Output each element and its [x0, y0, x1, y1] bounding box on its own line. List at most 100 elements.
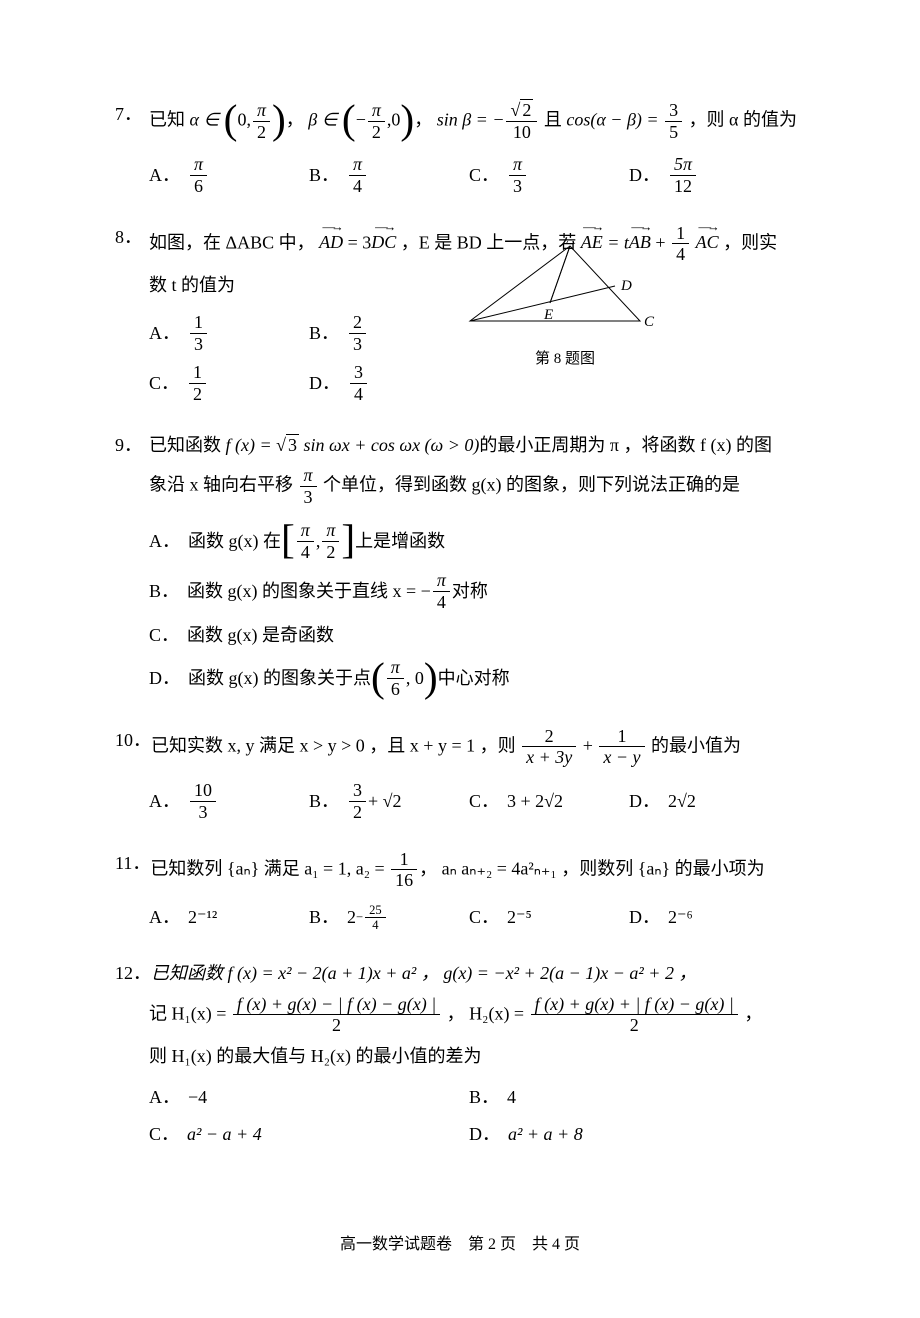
q11-a: 2⁻¹²	[188, 903, 217, 932]
q8-c-d: 2	[189, 384, 206, 405]
q9-bn: π	[433, 570, 450, 592]
svg-text:C: C	[644, 314, 655, 330]
q7-option-c[interactable]: C．π3	[469, 154, 629, 196]
q11-ta: 已知数列 {aₙ} 满足 a₁ = 1, a₂ =	[150, 858, 389, 878]
q11-option-a[interactable]: A．2⁻¹²	[149, 903, 309, 933]
q7-alpha-in: α ∈	[190, 109, 220, 129]
q9-option-d[interactable]: D．函数 g(x) 的图象关于点(π6, 0)中心对称	[149, 657, 520, 699]
q8-a-n: 1	[190, 312, 207, 334]
q10-bp: + √2	[368, 787, 402, 816]
q10-ad: 3	[190, 802, 216, 823]
q10-t1d: x + 3y	[522, 747, 576, 768]
vec-ab: AB	[629, 228, 651, 257]
label-c: C．	[149, 369, 179, 398]
q9-expr: sin ωx + cos ωx (ω > 0)	[299, 435, 479, 455]
q9-body: 已知函数 f (x) = √3 sin ωx + cos ωx (ω > 0)的…	[149, 431, 805, 460]
q7-option-a[interactable]: A．π6	[149, 154, 309, 196]
q8-text-3: ，则实	[723, 232, 777, 252]
q7-option-d[interactable]: D．5π12	[629, 154, 789, 196]
q8-c-n: 1	[189, 362, 206, 384]
q7-int1-frac: π2	[253, 100, 270, 142]
q8-options: A．13 B．23 C．12 D．34	[149, 308, 469, 409]
q7-options: A．π6 B．π4 C．π3 D．5π12	[149, 150, 805, 200]
q7-int2-neg: −	[356, 109, 366, 129]
q11-option-b[interactable]: B．2−254	[309, 903, 469, 933]
label-a: A．	[149, 161, 180, 190]
q10-t2n: 1	[599, 726, 644, 748]
q9-t2: 的最小正周期为 π ，将函数 f (x) 的图	[479, 435, 772, 455]
label-b: B．	[469, 1083, 499, 1112]
q7-b-den: 4	[349, 176, 366, 197]
q12-option-a[interactable]: A． −4	[149, 1083, 469, 1112]
vec-ac: AC	[696, 228, 719, 257]
q9-sqrt3: 3	[286, 434, 299, 455]
q10-option-d[interactable]: D．2√2	[629, 780, 789, 822]
q7-cos: cos(α − β) =	[566, 109, 658, 129]
label-c: C．	[469, 903, 499, 932]
q8-option-a[interactable]: A．13	[149, 312, 309, 354]
label-d: D．	[629, 787, 660, 816]
q7-int1-den: 2	[253, 122, 270, 143]
q8-number: 8．	[115, 223, 149, 252]
q8-option-d[interactable]: D．34	[309, 362, 469, 404]
q12-number: 12．	[115, 959, 151, 988]
q9-t1: 已知函数	[149, 435, 226, 455]
vec-dc: DC	[371, 228, 396, 257]
q12-a: −4	[188, 1083, 207, 1112]
q11-option-c[interactable]: C．2⁻⁵	[469, 903, 629, 933]
q9-c1a: 象沿 x 轴向右平移	[149, 475, 298, 495]
label-a: A．	[149, 787, 180, 816]
q9-dn: π	[387, 657, 404, 679]
vec-ae: AE	[581, 228, 603, 257]
q11-options: A．2⁻¹² B．2−254 C．2⁻⁵ D．2⁻⁶	[149, 899, 805, 937]
q8-option-b[interactable]: B．23	[309, 312, 469, 354]
q9-ald: 4	[297, 542, 314, 563]
q11-number: 11．	[115, 849, 150, 878]
q9-b-post: 对称	[452, 577, 488, 606]
q10-c: 3 + 2√2	[507, 787, 563, 816]
q7-int2-num: π	[368, 100, 385, 122]
q8-a-d: 3	[190, 334, 207, 355]
q10-option-a[interactable]: A． 103	[149, 780, 309, 822]
q8-option-c[interactable]: C． 12	[149, 362, 309, 404]
q9-option-b[interactable]: B．函数 g(x) 的图象关于直线 x = −π4 对称	[149, 570, 498, 612]
q12-options: A． −4 B．4 C．a² − a + 4 D．a² + a + 8	[149, 1079, 805, 1153]
q9-number: 9．	[115, 431, 149, 460]
question-11: 11． 已知数列 {aₙ} 满足 a₁ = 1, a₂ = 116， aₙ aₙ…	[115, 849, 805, 937]
q12-c1b: ， H₂(x) =	[442, 1003, 528, 1023]
q7-b-num: π	[349, 154, 366, 176]
q8-d-n: 3	[350, 362, 367, 384]
label-d: D．	[149, 664, 180, 693]
q9-sn: π	[300, 465, 317, 487]
label-a: A．	[149, 1083, 180, 1112]
q11-option-d[interactable]: D．2⁻⁶	[629, 903, 789, 933]
q10-plus: +	[578, 735, 597, 755]
q10-option-c[interactable]: C．3 + 2√2	[469, 780, 629, 822]
q9-d-post: 中心对称	[438, 664, 510, 693]
q12-c1c: ，	[740, 1003, 763, 1023]
q12-h2n: f (x) + g(x) + | f (x) − g(x) |	[531, 994, 738, 1016]
label-c: C．	[149, 1120, 179, 1149]
q10-number: 10．	[115, 726, 151, 755]
label-d: D．	[629, 161, 660, 190]
q9-option-a[interactable]: A．函数 g(x) 在[π4, π2]上是增函数	[149, 520, 469, 562]
q12-option-c[interactable]: C．a² − a + 4	[149, 1120, 469, 1149]
q11-body: 已知数列 {aₙ} 满足 a₁ = 1, a₂ = 116， aₙ aₙ₊₂ =…	[150, 849, 805, 891]
q7-int2-frac: π2	[368, 100, 385, 142]
q10-ta: 已知实数 x, y 满足 x > y > 0 ，且 x + y = 1 ，则	[151, 735, 520, 755]
q12-option-d[interactable]: D．a² + a + 8	[469, 1120, 789, 1149]
q10-an: 10	[190, 780, 216, 802]
q7-option-b[interactable]: B．π4	[309, 154, 469, 196]
label-b: B．	[149, 577, 179, 606]
q9-dmid: , 0	[406, 664, 424, 693]
q11-a2d: 16	[391, 870, 417, 891]
q8-fr-d: 4	[672, 244, 689, 265]
q10-t1n: 2	[522, 726, 576, 748]
q10-option-b[interactable]: B．32 + √2	[309, 780, 469, 822]
q8-d-d: 4	[350, 384, 367, 405]
q12-stem: 12． 已知函数 f (x) = x² − 2(a + 1)x + a² ， g…	[115, 959, 805, 988]
svg-text:D: D	[620, 278, 632, 294]
q12-option-b[interactable]: B．4	[469, 1083, 789, 1112]
q11-b-exp: −254	[356, 903, 388, 933]
q9-option-c[interactable]: C．函数 g(x) 是奇函数	[149, 621, 469, 650]
